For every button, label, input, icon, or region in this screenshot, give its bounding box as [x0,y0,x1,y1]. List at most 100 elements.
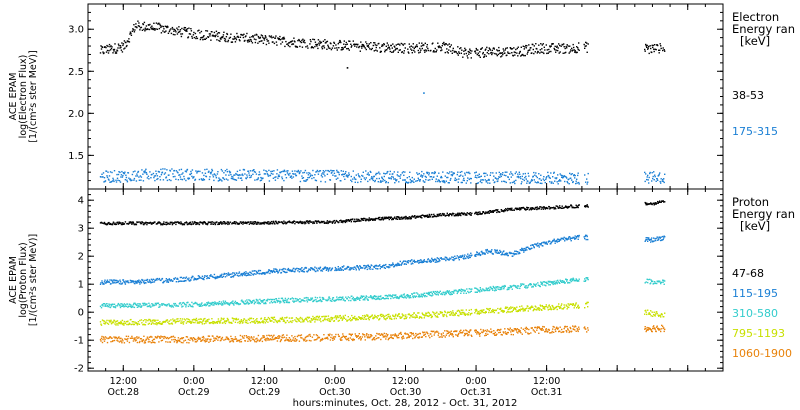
data-point [578,204,580,206]
data-point [457,212,459,214]
data-point [444,51,446,54]
data-point [200,30,203,33]
data-point [245,221,248,224]
data-point [252,35,254,37]
data-point [210,39,212,41]
data-point [310,47,313,49]
data-point [138,279,140,281]
data-point [507,51,509,53]
data-point [516,253,518,255]
data-point [372,268,374,270]
data-point [151,173,153,176]
data-point [438,260,440,263]
data-point [437,179,439,181]
data-point [541,44,543,46]
data-point [408,217,410,220]
data-point [578,280,580,282]
data-point [496,178,498,180]
data-point [421,296,423,298]
data-point [116,50,119,52]
data-point [174,302,177,305]
data-point [119,281,122,283]
data-point [384,51,386,53]
data-point [565,238,567,241]
data-point [497,251,499,254]
data-point [117,281,119,283]
data-point [226,275,228,277]
data-point [660,239,662,242]
data-point [117,47,119,49]
data-point [320,220,323,223]
data-point [173,28,176,31]
data-point [102,305,104,307]
data-point [495,172,497,174]
data-point [498,252,500,254]
data-point [171,304,173,307]
data-point [439,260,441,262]
data-point [159,222,162,224]
data-point [206,319,209,321]
data-point [306,299,308,301]
data-point [456,178,458,181]
data-point [268,169,270,172]
data-point [361,219,363,221]
data-point [216,33,219,35]
data-point [540,174,542,176]
data-point [401,263,403,265]
data-point [411,259,413,261]
data-point [236,303,238,305]
data-point [488,47,490,49]
data-point [189,305,192,307]
data-point [646,202,648,204]
data-point [275,220,277,222]
data-point [445,214,447,217]
data-point [150,28,153,30]
data-point [437,257,439,260]
data-point [381,266,383,268]
data-point [201,321,203,324]
data-point [259,269,262,272]
data-point [489,174,491,176]
data-point [264,273,266,275]
data-point [458,212,460,214]
data-point [411,49,413,51]
data-point [329,298,331,300]
data-point [294,269,297,271]
data-point [230,33,232,35]
data-point [404,179,406,181]
data-point [279,35,281,38]
data-point [556,239,558,242]
data-point [173,302,175,305]
legend-title-line: Energy ran [732,22,795,36]
data-point [235,179,238,181]
data-point [203,318,205,320]
data-point [166,305,168,307]
data-point [294,300,296,302]
data-point [334,221,337,223]
data-point [172,306,175,308]
data-point [553,208,555,210]
data-point [213,276,215,279]
data-point [560,239,562,241]
data-point [421,176,423,178]
data-point [502,253,504,256]
data-point [445,259,447,262]
data-point [457,181,459,183]
data-point [355,299,357,302]
data-point [295,174,298,177]
data-point [327,170,330,172]
data-point [436,215,438,218]
data-point [121,319,124,322]
data-point [118,304,121,306]
data-point [177,179,180,181]
data-point [271,37,273,39]
data-point [519,176,521,178]
data-point [661,200,663,202]
data-point [99,305,102,307]
data-point [327,268,329,270]
data-point [186,28,189,30]
data-point [521,283,523,285]
data-point [476,53,478,56]
data-point [99,52,102,54]
data-point [458,259,460,261]
